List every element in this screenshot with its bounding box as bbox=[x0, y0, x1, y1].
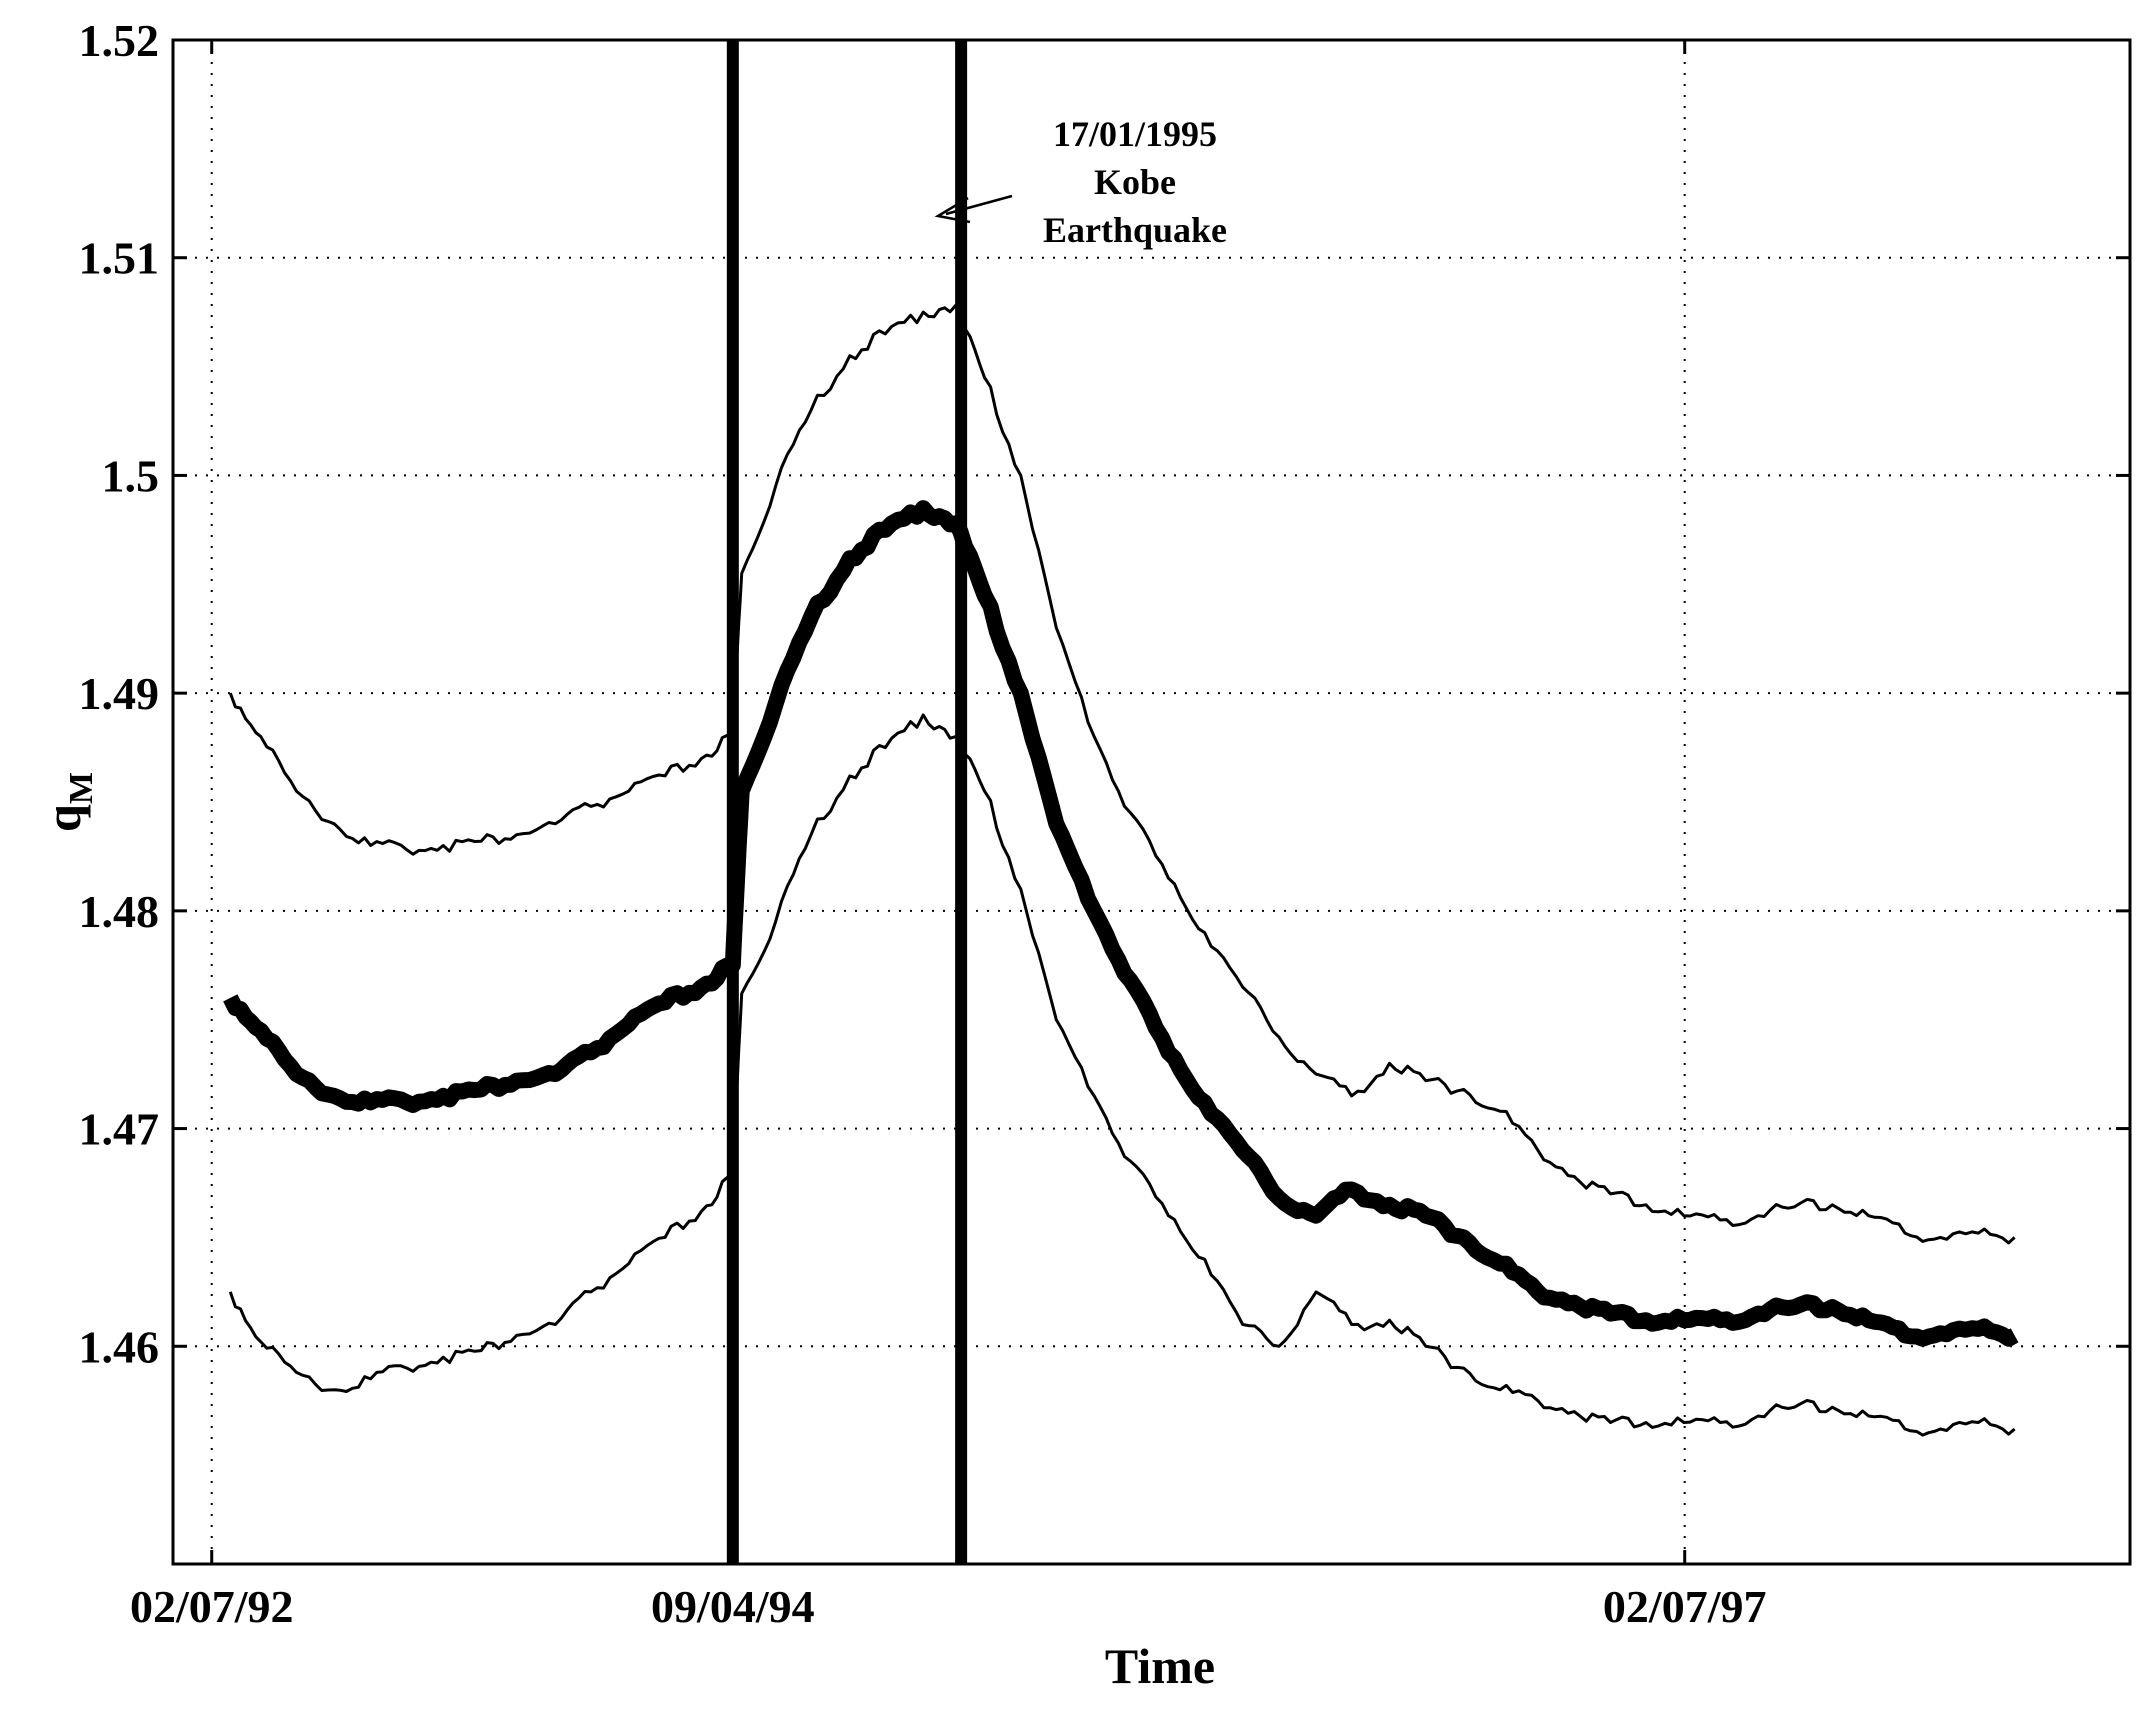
annotation-line-1: 17/01/1995 bbox=[1053, 114, 1217, 154]
x-tick-label: 09/04/94 bbox=[651, 1581, 815, 1632]
y-axis-title-subscript: M bbox=[63, 772, 100, 804]
y-tick-label: 1.47 bbox=[79, 1104, 160, 1155]
y-tick-label: 1.52 bbox=[79, 15, 160, 66]
annotation-arrow bbox=[945, 194, 1013, 216]
annotation-line-2: Kobe bbox=[1094, 162, 1176, 202]
y-tick-label: 1.5 bbox=[102, 450, 160, 501]
plot-frame bbox=[171, 38, 2132, 1566]
svg-text:qM: qM bbox=[35, 772, 100, 832]
series-line-lower bbox=[228, 713, 2016, 1437]
y-tick-label: 1.46 bbox=[79, 1321, 160, 1372]
event-lines bbox=[726, 40, 968, 1564]
annotation-line-3: Earthquake bbox=[1043, 210, 1227, 250]
x-tick-label: 02/07/92 bbox=[130, 1581, 294, 1632]
y-axis-title-main: q bbox=[35, 804, 91, 832]
annotation-group: 17/01/1995 Kobe Earthquake bbox=[934, 114, 1227, 250]
annotation-arrowhead bbox=[934, 196, 971, 224]
y-axis-title: qM bbox=[35, 772, 100, 832]
series-line-center bbox=[223, 500, 2019, 1347]
x-tick-label: 02/07/97 bbox=[1603, 1581, 1767, 1632]
ticks: 1.46 1.47 1.48 1.49 1.5 1.51 1.52 02/07/92 09/04… bbox=[79, 15, 2130, 1632]
y-tick-label: 1.48 bbox=[79, 886, 160, 937]
series-group bbox=[223, 304, 2019, 1437]
x-axis-title: Time bbox=[1105, 1638, 1215, 1694]
series-line-upper bbox=[228, 304, 2016, 1245]
y-tick-label: 1.51 bbox=[79, 233, 160, 284]
y-tick-label: 1.49 bbox=[79, 668, 160, 719]
